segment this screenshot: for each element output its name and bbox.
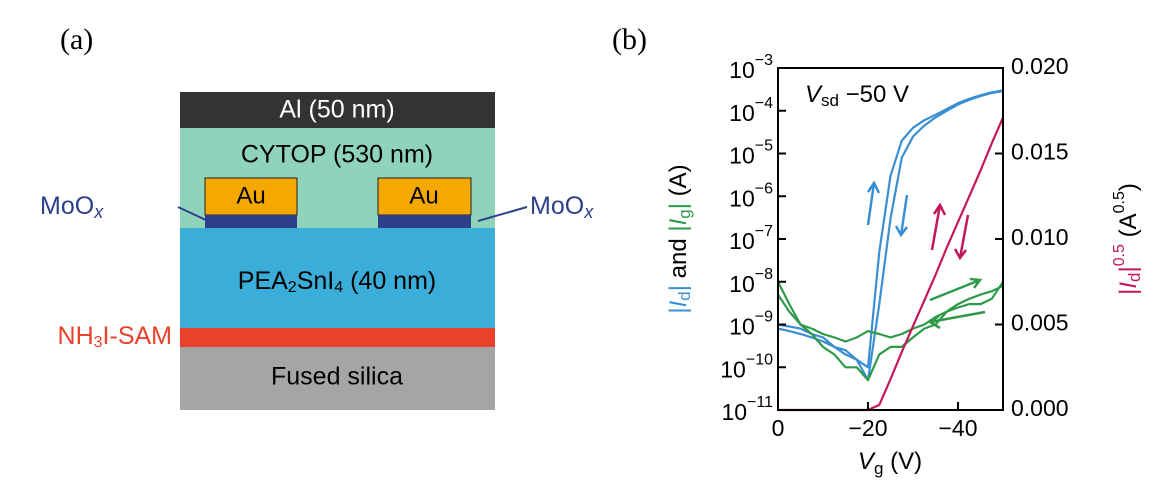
data-line	[777, 281, 1004, 382]
leader-line	[477, 206, 528, 222]
pea-label: PEA2SnI4 (40 nm)	[238, 267, 436, 297]
text-part: I	[1115, 282, 1142, 289]
text-part: −50 V	[839, 81, 909, 108]
data-line	[778, 117, 1005, 412]
x-axis-label: Vg (V)	[858, 448, 922, 478]
al-layer	[180, 92, 495, 128]
moox-label: MoOx	[40, 192, 104, 222]
y-tick-label: 10−6	[729, 180, 773, 211]
x-tick-label: −20	[848, 415, 887, 441]
text-part: d	[675, 291, 694, 300]
arrow	[894, 194, 909, 238]
y-tick-label: 10−9	[729, 309, 773, 340]
silica-layer	[180, 347, 495, 410]
panel-label: (b)	[612, 23, 647, 56]
y-tick-label: 10−11	[721, 394, 773, 425]
text-part: |	[665, 285, 692, 291]
silica-label: Fused silica	[271, 363, 403, 391]
data-line	[777, 89, 1004, 369]
text-part: (V)	[883, 448, 922, 475]
x-tick-label: −40	[938, 415, 977, 441]
text-part: (40 nm)	[343, 267, 436, 295]
y-tick-label: 10−4	[729, 95, 773, 126]
plot-frame	[777, 67, 1004, 411]
au-label: Au	[409, 182, 438, 209]
y-tick-label: 10−7	[729, 223, 773, 254]
moox-strip	[378, 215, 471, 228]
arrow	[930, 202, 947, 251]
text-part: I	[665, 300, 692, 307]
panel-label: (a)	[60, 23, 93, 56]
text-part: 2	[288, 279, 297, 296]
text-part: 0.5	[1111, 191, 1128, 213]
au-contact	[377, 177, 472, 216]
y-tick-label: 10−3	[729, 52, 773, 83]
y-tick-label: 10−10	[720, 351, 773, 382]
y-axis-label: |Id| and |Ig| (A)	[665, 164, 694, 313]
text-part: V	[858, 448, 876, 475]
y2-tick-label: 0.010	[1011, 224, 1069, 250]
moox-label: MoOx	[530, 192, 594, 222]
text-part: 3	[94, 334, 103, 351]
au-label: Au	[236, 182, 265, 209]
pea-layer	[180, 228, 495, 328]
text-part: I-SAM	[103, 322, 172, 350]
x-tick-label: 0	[772, 415, 785, 441]
data-line	[777, 281, 1004, 343]
y2-axis-label: |Id|0.5 (A0.5)	[1111, 183, 1144, 295]
arrow	[866, 180, 881, 226]
y-tick-label: 10−8	[729, 266, 773, 297]
text-part: |	[665, 203, 692, 209]
moox-strip	[205, 215, 297, 228]
y2-tick-label: 0.020	[1011, 53, 1069, 79]
sam-layer	[180, 328, 495, 347]
cytop-label: CYTOP (530 nm)	[241, 141, 433, 169]
text-part: (A	[1115, 213, 1142, 244]
y-tick-label: 10−5	[729, 138, 773, 169]
text-part: x	[93, 202, 104, 222]
y2-tick-label: 0.015	[1011, 139, 1069, 165]
text-part: x	[583, 202, 594, 222]
text-part: SnI	[297, 267, 335, 295]
text-part: NH	[58, 322, 94, 350]
arrow	[929, 277, 983, 302]
sam-label: NH3I-SAM	[58, 322, 172, 352]
text-part: (A)	[665, 164, 692, 203]
text-part: PEA	[238, 267, 288, 295]
text-part: 4	[334, 279, 343, 296]
text-part: and	[665, 232, 692, 285]
text-part: MoO	[40, 192, 94, 220]
text-part: |	[1115, 266, 1142, 272]
annotation: Vsd −50 V	[805, 81, 909, 110]
text-part: MoO	[530, 192, 584, 220]
text-part: g	[675, 209, 694, 218]
text-part: d	[1125, 273, 1144, 282]
text-part: sd	[821, 91, 839, 110]
sweep-arrows	[866, 180, 986, 330]
arrow	[953, 214, 970, 261]
text-part: V	[805, 81, 823, 108]
text-part: |	[665, 307, 692, 313]
text-part: |	[665, 225, 692, 231]
text-part: |	[1115, 289, 1142, 295]
text-part: g	[874, 459, 883, 478]
text-part: I	[665, 218, 692, 225]
al-label: Al (50 nm)	[279, 96, 394, 124]
y2-tick-label: 0.005	[1011, 310, 1069, 336]
text-part: )	[1115, 183, 1142, 191]
y2-tick-label: 0.000	[1011, 395, 1069, 421]
text-part: 0.5	[1111, 244, 1128, 266]
leader-line	[177, 206, 209, 222]
